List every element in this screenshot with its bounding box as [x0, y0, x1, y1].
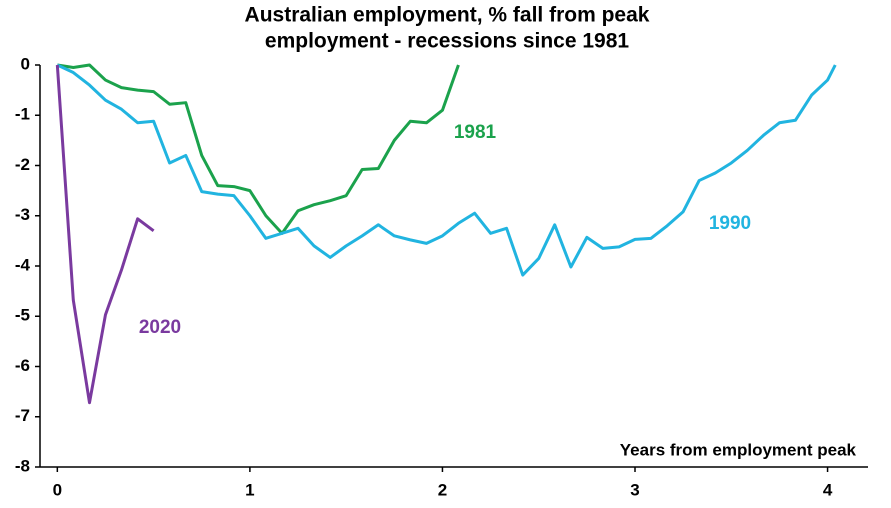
series-label: 1990 — [709, 213, 751, 234]
y-tick-label: -3 — [15, 205, 30, 224]
y-tick-label: -2 — [15, 155, 30, 174]
x-tick-label: 4 — [823, 480, 833, 499]
series-label: 2020 — [139, 317, 181, 338]
x-axis-title: Years from employment peak — [620, 440, 857, 459]
x-tick-label: 1 — [245, 480, 254, 499]
x-tick-label: 2 — [438, 480, 447, 499]
series-label: 1981 — [454, 122, 497, 143]
x-tick-label: 3 — [630, 480, 639, 499]
y-tick-label: -7 — [15, 406, 30, 425]
y-tick-label: -6 — [15, 356, 30, 375]
chart-title: employment - recessions since 1981 — [265, 30, 629, 53]
data-line — [56, 63, 837, 277]
x-tick-label: 0 — [53, 480, 62, 499]
y-tick-label: 0 — [21, 54, 30, 73]
y-tick-label: -1 — [15, 105, 30, 124]
y-tick-label: -5 — [15, 306, 30, 325]
y-tick-label: -8 — [15, 456, 30, 475]
y-tick-label: -4 — [15, 255, 31, 274]
data-line — [55, 64, 155, 405]
chart-title: Australian employment, % fall from peak — [245, 4, 650, 27]
data-line — [57, 63, 460, 235]
